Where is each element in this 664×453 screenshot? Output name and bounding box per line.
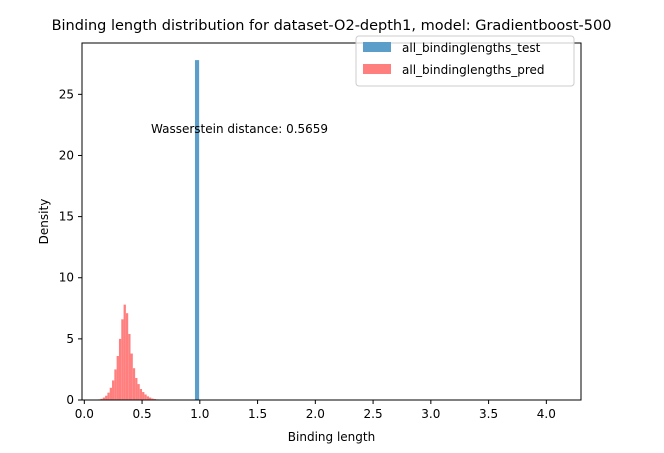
x-tick-label: 3.0 (421, 407, 440, 421)
pred-bar-7 (114, 369, 117, 400)
legend-box (355, 35, 575, 87)
x-tick-label: 1.5 (248, 407, 267, 421)
pred-bar-4 (107, 392, 110, 400)
chart-title: Binding length distribution for dataset-… (52, 18, 612, 34)
pred-bar-19 (142, 392, 145, 400)
pred-bar-21 (146, 396, 149, 400)
y-tick-label: 20 (59, 148, 74, 162)
x-tick-label: 1.0 (190, 407, 209, 421)
y-tick-label: 5 (66, 332, 74, 346)
x-tick-label: 2.0 (306, 407, 325, 421)
x-tick-label: 4.0 (537, 407, 556, 421)
pred-bar-16 (135, 377, 138, 400)
x-tick-label: 0.5 (133, 407, 152, 421)
legend-swatch-pred (363, 64, 391, 74)
pred-bar-18 (139, 389, 143, 400)
pred-bar-22 (149, 397, 152, 400)
pred-bar-20 (144, 394, 147, 400)
plot-area (82, 43, 581, 401)
y-axis-label: Density (37, 199, 51, 245)
pred-bar-6 (112, 380, 115, 400)
x-tick-label: 0.0 (75, 407, 94, 421)
legend-label-test: all_bindinglengths_test (402, 41, 541, 55)
pred-bar-10 (121, 319, 124, 400)
y-tick-label: 25 (59, 87, 74, 101)
pred-bar-15 (132, 368, 136, 400)
pred-bar-17 (137, 384, 140, 400)
pred-bar-1 (100, 398, 103, 400)
y-axis-ticks: 0 5 10 15 20 25 (59, 87, 82, 407)
plot-frame (81, 42, 582, 401)
legend-label-pred: all_bindinglengths_pred (402, 63, 545, 77)
legend: all_bindinglengths_test all_bindinglengt… (355, 35, 575, 87)
pred-bar-2 (102, 397, 106, 400)
pred-bar-9 (118, 338, 122, 400)
pred-bar-3 (105, 395, 108, 400)
test-bar-0 (194, 60, 200, 401)
plot-background (82, 43, 581, 400)
x-axis-label: Binding length (288, 430, 375, 444)
wasserstein-annotation: Wasserstein distance: 0.5659 (151, 122, 328, 136)
x-tick-label: 3.5 (479, 407, 498, 421)
pred-bar-11 (123, 304, 126, 400)
legend-swatch-test (363, 42, 391, 52)
y-tick-label: 15 (59, 210, 74, 224)
pred-bar-14 (130, 353, 133, 400)
y-tick-label: 0 (66, 393, 74, 407)
x-tick-label: 2.5 (364, 407, 383, 421)
pred-bar-8 (116, 355, 119, 400)
pred-bar-5 (109, 387, 113, 400)
pred-bar-23 (151, 398, 154, 400)
test-bars (194, 60, 200, 401)
pred-bar-12 (125, 313, 129, 400)
x-axis-ticks: 0.0 0.5 1.0 1.5 2.0 2.5 3.0 3.5 4.0 (75, 400, 556, 421)
pred-bar-13 (128, 333, 131, 400)
y-tick-label: 10 (59, 271, 74, 285)
